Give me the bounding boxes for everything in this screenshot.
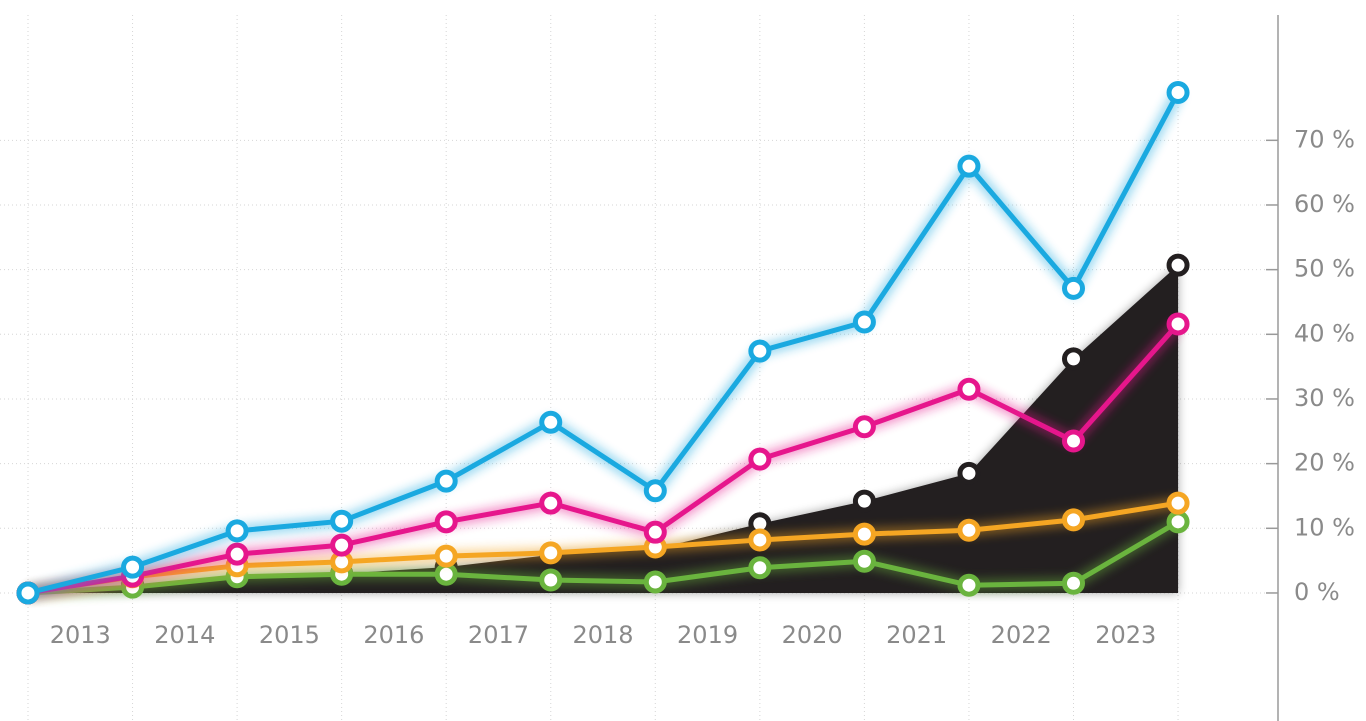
y-tick-label: 10 %: [1294, 513, 1355, 541]
point: [1062, 429, 1085, 453]
area: [28, 265, 1179, 593]
point: [330, 533, 354, 557]
x-tick-label: 2019: [677, 621, 738, 649]
point: [748, 339, 772, 363]
x-tick-label: 2015: [259, 621, 320, 649]
point: [957, 377, 981, 401]
x-tick-label: 2023: [1095, 621, 1156, 649]
point: [852, 522, 876, 546]
point: [957, 518, 981, 542]
line: [27, 500, 1179, 596]
point: [957, 573, 981, 597]
point: [1062, 508, 1085, 532]
point: [852, 549, 876, 573]
point: [957, 154, 981, 178]
point: [1062, 276, 1085, 300]
point: [748, 528, 772, 552]
point: [121, 555, 145, 579]
point: [1166, 491, 1190, 515]
point: [748, 556, 772, 580]
point: [539, 410, 563, 434]
point: [852, 310, 876, 334]
x-tick-label: 2020: [782, 621, 843, 649]
x-tick-label: 2017: [468, 621, 529, 649]
x-tick-label: 2016: [363, 621, 424, 649]
point: [643, 570, 667, 594]
point: [434, 469, 458, 493]
point: [330, 509, 354, 533]
point: [434, 562, 458, 586]
point: [434, 510, 458, 534]
point: [1166, 253, 1190, 277]
point: [16, 581, 40, 605]
point: [643, 479, 667, 503]
y-tick-label: 70 %: [1294, 125, 1355, 153]
point: [643, 520, 667, 544]
line: [27, 322, 1180, 596]
line: [27, 91, 1181, 596]
x-tick-label: 2013: [50, 621, 111, 649]
point: [1062, 347, 1085, 371]
y-tick-label: 30 %: [1294, 384, 1355, 412]
point: [1166, 312, 1190, 336]
y-tick-label: 40 %: [1294, 319, 1355, 347]
line: [27, 519, 1180, 596]
point: [225, 542, 249, 566]
point: [539, 491, 563, 515]
y-tick-label: 0 %: [1294, 578, 1340, 606]
point: [852, 415, 876, 439]
y-tick-label: 50 %: [1294, 255, 1355, 283]
x-tick-label: 2021: [886, 621, 947, 649]
y-tick-label: 20 %: [1294, 449, 1355, 477]
point: [225, 519, 249, 543]
x-tick-label: 2022: [991, 621, 1052, 649]
point: [957, 461, 981, 485]
x-tick-label: 2014: [154, 621, 215, 649]
point: [1166, 80, 1190, 104]
point: [1062, 571, 1085, 595]
point: [434, 544, 458, 568]
point: [1166, 510, 1190, 534]
x-tick-label: 2018: [572, 621, 633, 649]
point: [539, 568, 563, 592]
point: [748, 447, 772, 471]
point: [852, 489, 876, 513]
y-tick-label: 60 %: [1294, 190, 1355, 218]
point: [539, 541, 563, 565]
